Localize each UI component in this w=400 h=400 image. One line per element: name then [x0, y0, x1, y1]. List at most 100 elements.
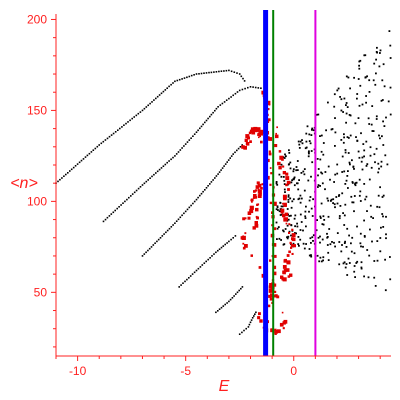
band-3-point — [199, 194, 201, 197]
red-cluster-4-point — [282, 171, 286, 175]
band-1-point — [125, 122, 127, 125]
cloud-point — [351, 236, 354, 239]
band-1-point — [215, 71, 218, 73]
cloud-point — [276, 205, 279, 208]
band-1-point — [65, 173, 67, 176]
cloud-point — [345, 179, 348, 182]
cloud-point — [276, 206, 279, 209]
red-cluster-4-point — [281, 158, 284, 161]
cloud-point — [332, 198, 335, 201]
band-3-point — [207, 185, 209, 187]
cloud-point — [379, 237, 382, 239]
cloud-point — [282, 229, 284, 232]
red-cluster-4-point — [290, 246, 293, 249]
cloud-point — [375, 51, 378, 53]
red-cluster-2-point — [252, 196, 256, 199]
cloud-point — [384, 258, 386, 261]
cloud-point — [382, 215, 384, 218]
band-1-point — [190, 74, 193, 77]
cloud-point — [291, 200, 294, 203]
red-cluster-4-point — [275, 132, 277, 135]
band-1-point — [186, 76, 188, 79]
cloud-point — [308, 133, 311, 136]
band-5-point — [222, 305, 225, 307]
cloud-point — [373, 260, 376, 262]
cloud-point — [299, 213, 302, 216]
band-2-point — [234, 92, 237, 95]
band-1-point — [90, 151, 93, 153]
cloud-point — [381, 135, 383, 138]
band-2-point — [130, 195, 132, 197]
cloud-point — [319, 215, 322, 218]
cloud-point — [310, 134, 313, 136]
red-cluster-4-point — [289, 241, 292, 245]
cloud-point — [353, 195, 356, 197]
band-1-point — [69, 170, 71, 172]
cloud-point — [294, 232, 296, 234]
red-cluster-5-point — [258, 266, 262, 269]
cloud-point — [309, 196, 312, 198]
cloud-point — [389, 113, 392, 116]
band-1-point — [198, 73, 200, 75]
cloud-point — [334, 145, 336, 147]
band-3-point — [172, 224, 174, 226]
cloud-point — [372, 217, 374, 219]
band-3-point — [202, 190, 204, 193]
cloud-point — [278, 173, 281, 176]
band-2-point — [223, 101, 226, 103]
red-cluster-1-point — [259, 129, 264, 134]
cloud-point — [340, 98, 343, 101]
band-3-point — [161, 235, 164, 237]
cloud-point — [362, 245, 364, 248]
cloud-point — [387, 100, 390, 103]
red-cluster-5-point — [244, 244, 248, 248]
cloud-point — [328, 228, 331, 230]
band-5-point — [228, 300, 230, 303]
cloud-point — [292, 242, 295, 245]
cloud-point — [324, 188, 326, 191]
cloud-point — [371, 105, 374, 107]
cloud-point — [330, 200, 332, 202]
band-4-point — [224, 243, 226, 246]
band-2-point — [210, 113, 213, 116]
cloud-point — [306, 125, 309, 128]
cloud-point — [276, 238, 278, 240]
red-cluster-4-point — [283, 259, 287, 263]
band-1-point — [108, 135, 111, 138]
cloud-point — [360, 261, 363, 264]
red-cluster-4-point — [291, 252, 294, 255]
band-2-point — [147, 179, 149, 181]
cloud-point — [290, 181, 293, 184]
cloud-point — [358, 67, 361, 70]
cloud-point — [283, 157, 286, 159]
cloud-point — [338, 217, 341, 220]
band-3-point — [224, 163, 227, 165]
red-cluster-5-point — [273, 283, 277, 287]
cloud-point — [369, 228, 371, 231]
cloud-point — [354, 184, 357, 187]
band-1-point — [82, 158, 85, 160]
red-cluster-3-point — [273, 254, 277, 258]
red-cluster-4-point — [282, 277, 287, 282]
cloud-point — [356, 140, 359, 142]
cloud-point — [316, 158, 319, 160]
band-3-point — [168, 227, 171, 230]
red-cluster-4-point — [275, 134, 279, 139]
red-cluster-3-point — [268, 103, 271, 106]
cloud-point — [374, 161, 376, 164]
cloud-point — [378, 206, 381, 209]
red-cluster-5-point — [274, 290, 277, 293]
cloud-point — [358, 60, 361, 63]
cloud-point — [308, 150, 310, 153]
cloud-point — [343, 170, 346, 173]
cloud-point — [321, 223, 324, 225]
band-2-point — [257, 87, 260, 89]
band-1-point — [203, 72, 205, 74]
band-1-point — [67, 172, 69, 174]
red-cluster-4-point — [285, 172, 289, 176]
band-4-point — [218, 248, 221, 250]
cloud-point — [310, 175, 312, 178]
band-3-point — [175, 220, 178, 222]
cloud-point — [323, 219, 326, 221]
